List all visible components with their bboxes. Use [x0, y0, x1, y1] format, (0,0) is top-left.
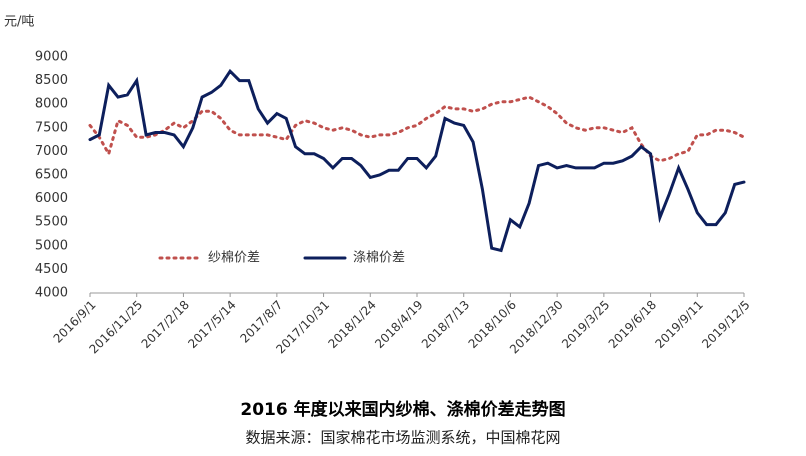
y-tick-label: 6000	[35, 191, 68, 206]
x-tick-label: 2018/4/19	[372, 298, 425, 351]
series-line	[88, 95, 746, 163]
chart-title: 2016 年度以来国内纱棉、涤棉价差走势图	[240, 399, 565, 420]
chart-subtitle: 数据来源：国家棉花市场监测系统，中国棉花网	[245, 429, 560, 447]
y-tick-label: 5000	[35, 238, 68, 253]
x-tick-label: 2018/7/13	[419, 298, 472, 351]
y-tick-label: 4000	[35, 286, 68, 301]
x-tick-label: 2019/3/25	[559, 298, 612, 351]
y-tick-label: 5500	[35, 215, 68, 230]
y-tick-label: 8000	[35, 97, 68, 112]
x-tick-label: 2017/5/14	[185, 298, 238, 351]
y-axis-label: 元/吨	[4, 15, 34, 30]
series-line	[88, 68, 746, 253]
x-tick-label: 2019/12/5	[699, 298, 752, 351]
x-tick-label: 2017/8/7	[237, 298, 285, 346]
x-tick-label: 2019/6/18	[606, 298, 659, 351]
y-tick-label: 9000	[35, 50, 68, 65]
legend-label: 涤棉价差	[353, 251, 405, 266]
y-tick-label: 8500	[35, 73, 68, 88]
y-tick-label: 6500	[35, 168, 68, 183]
x-tick-label: 2018/1/24	[325, 298, 378, 351]
x-tick-label: 2019/9/11	[652, 298, 705, 351]
x-tick-label: 2017/2/18	[139, 298, 192, 351]
y-tick-label: 7000	[35, 144, 68, 159]
x-tick-label: 2016/9/1	[51, 298, 99, 346]
legend-label: 纱棉价差	[208, 251, 260, 266]
y-tick-label: 4500	[35, 262, 68, 277]
y-tick-label: 7500	[35, 120, 68, 135]
